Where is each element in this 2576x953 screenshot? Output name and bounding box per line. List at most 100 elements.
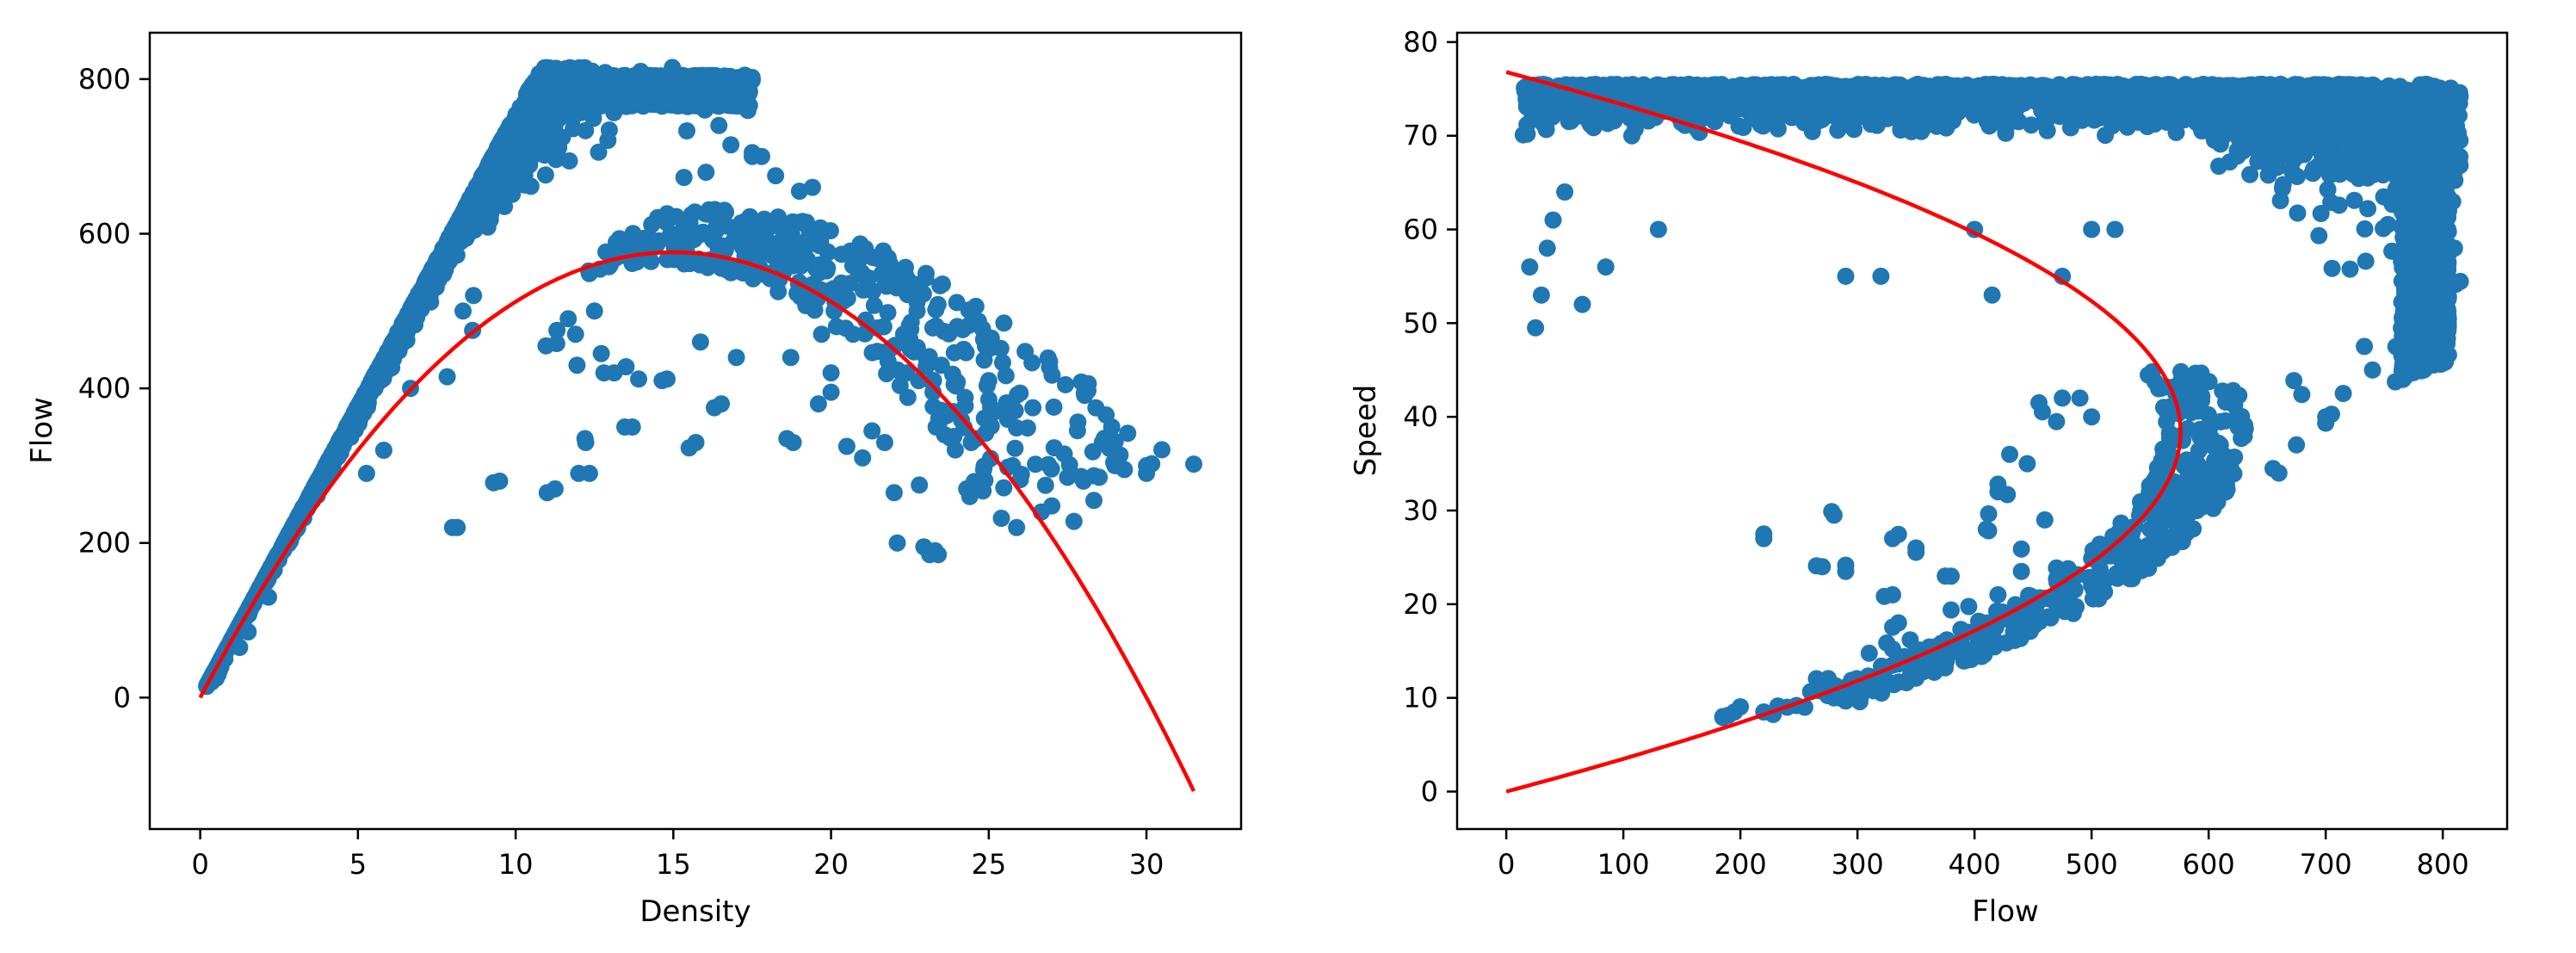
left-scatter-point	[992, 510, 1010, 527]
left-scatter-point	[995, 479, 1013, 497]
left-scatter-point	[566, 325, 584, 343]
left-scatter-point	[767, 167, 785, 185]
left-scatter-point	[934, 275, 951, 293]
left-scatter-point	[568, 70, 586, 88]
left-x-axis-label: Density	[639, 894, 751, 929]
left-scatter-point	[973, 320, 991, 337]
left-scatter-point	[312, 473, 330, 491]
left-scatter-point	[597, 95, 615, 113]
left-scatter-point	[448, 518, 466, 536]
left-scatter-point	[756, 210, 773, 228]
left-y-tick-label: 200	[78, 527, 131, 560]
left-scatter-point	[1138, 456, 1156, 474]
left-scatter-point	[447, 225, 465, 243]
left-scatter-point	[580, 464, 598, 482]
left-scatter-point	[467, 194, 485, 212]
left-scatter-point	[691, 333, 709, 351]
right-scatter-point	[2241, 165, 2259, 183]
left-scatter-point	[301, 489, 319, 507]
left-scatter-point	[794, 213, 812, 231]
left-x-ticks: 0 5 10 15 20 25 30	[191, 829, 1164, 881]
left-scatter-point	[822, 383, 840, 401]
left-scatter-point	[946, 441, 964, 459]
left-scatter-point	[696, 101, 713, 119]
left-scatter-point	[769, 208, 788, 226]
left-scatter-point	[888, 534, 906, 552]
left-scatter-point	[539, 101, 557, 119]
left-scatter-point	[932, 356, 950, 374]
left-scatter-point	[1085, 492, 1103, 510]
left-scatter-point	[713, 395, 731, 413]
left-scatter-point	[849, 265, 868, 283]
left-scatter-point	[547, 73, 565, 91]
left-y-tick-label: 600	[78, 217, 131, 250]
left-scatter-point	[1009, 386, 1027, 404]
left-scatter-point	[865, 296, 883, 314]
left-scatter-point	[683, 206, 701, 224]
left-scatter-point	[477, 176, 494, 195]
left-scatter-point	[924, 398, 942, 416]
left-x-tick-label: 5	[349, 848, 367, 881]
left-scatter-point	[632, 62, 650, 80]
left-scatter-point	[658, 70, 676, 88]
left-scatter-point	[643, 215, 661, 233]
left-scatter-point	[1042, 460, 1060, 478]
left-scatter-point	[1006, 439, 1024, 457]
left-scatter-point	[711, 217, 729, 235]
left-scatter-point	[744, 147, 761, 165]
left-x-tick-label: 25	[971, 848, 1006, 881]
left-scatter-point	[904, 341, 922, 359]
left-scatter-point	[891, 376, 909, 394]
left-scatter-point	[575, 96, 593, 114]
left-scatter-point	[683, 67, 701, 85]
left-scatter-point	[577, 434, 595, 451]
left-scatter-point	[504, 139, 522, 158]
left-scatter-point	[231, 639, 249, 656]
left-scatter-point	[1016, 343, 1035, 361]
left-scatter-point	[559, 310, 578, 328]
left-scatter-point	[411, 287, 429, 305]
left-scatter-point	[628, 233, 646, 251]
left-scatter-point	[585, 302, 603, 320]
left-scatter-point	[687, 434, 705, 451]
left-scatter-point	[997, 367, 1015, 385]
right-scatter-points	[1514, 75, 2469, 727]
left-scatter-point	[734, 217, 751, 235]
left-scatter-point	[879, 304, 897, 322]
left-scatter-point	[781, 349, 800, 367]
left-fit-curve	[198, 250, 1196, 792]
left-scatter-point	[560, 152, 578, 170]
left-x-tick-label: 30	[1129, 848, 1164, 881]
left-x-tick-label: 10	[498, 848, 534, 881]
left-scatter-point	[966, 480, 984, 498]
left-scatter-point	[584, 109, 602, 127]
left-scatter-point	[986, 403, 1004, 420]
left-scatter-point	[1090, 468, 1109, 486]
left-x-tick-label: 0	[191, 848, 208, 881]
left-scatter-point	[489, 163, 507, 181]
left-scatter-point	[1103, 418, 1121, 436]
left-scatter-point	[993, 354, 1011, 372]
left-scatter-point	[948, 318, 967, 336]
left-scatter-point	[787, 243, 805, 261]
left-y-tick-label: 800	[78, 63, 131, 96]
left-scatter-point	[731, 77, 749, 95]
left-scatter-point	[874, 318, 893, 336]
left-scatter-point	[590, 143, 608, 161]
left-scatter-point	[975, 457, 993, 475]
left-scatter-point	[592, 344, 610, 362]
left-scatter-point	[897, 267, 915, 285]
left-scatter-point	[548, 321, 566, 339]
left-scatter-point	[759, 232, 777, 251]
left-scatter-point	[1055, 445, 1073, 463]
left-scatter-point	[605, 364, 623, 382]
left-scatter-point	[822, 364, 840, 382]
left-scatter-point	[722, 136, 740, 154]
left-scatter-point	[962, 434, 980, 451]
left-scatter-point	[683, 85, 701, 103]
left-scatter-point	[977, 424, 995, 442]
left-scatter-point	[852, 249, 870, 267]
left-scatter-point	[879, 352, 897, 370]
left-scatter-point	[812, 232, 830, 251]
